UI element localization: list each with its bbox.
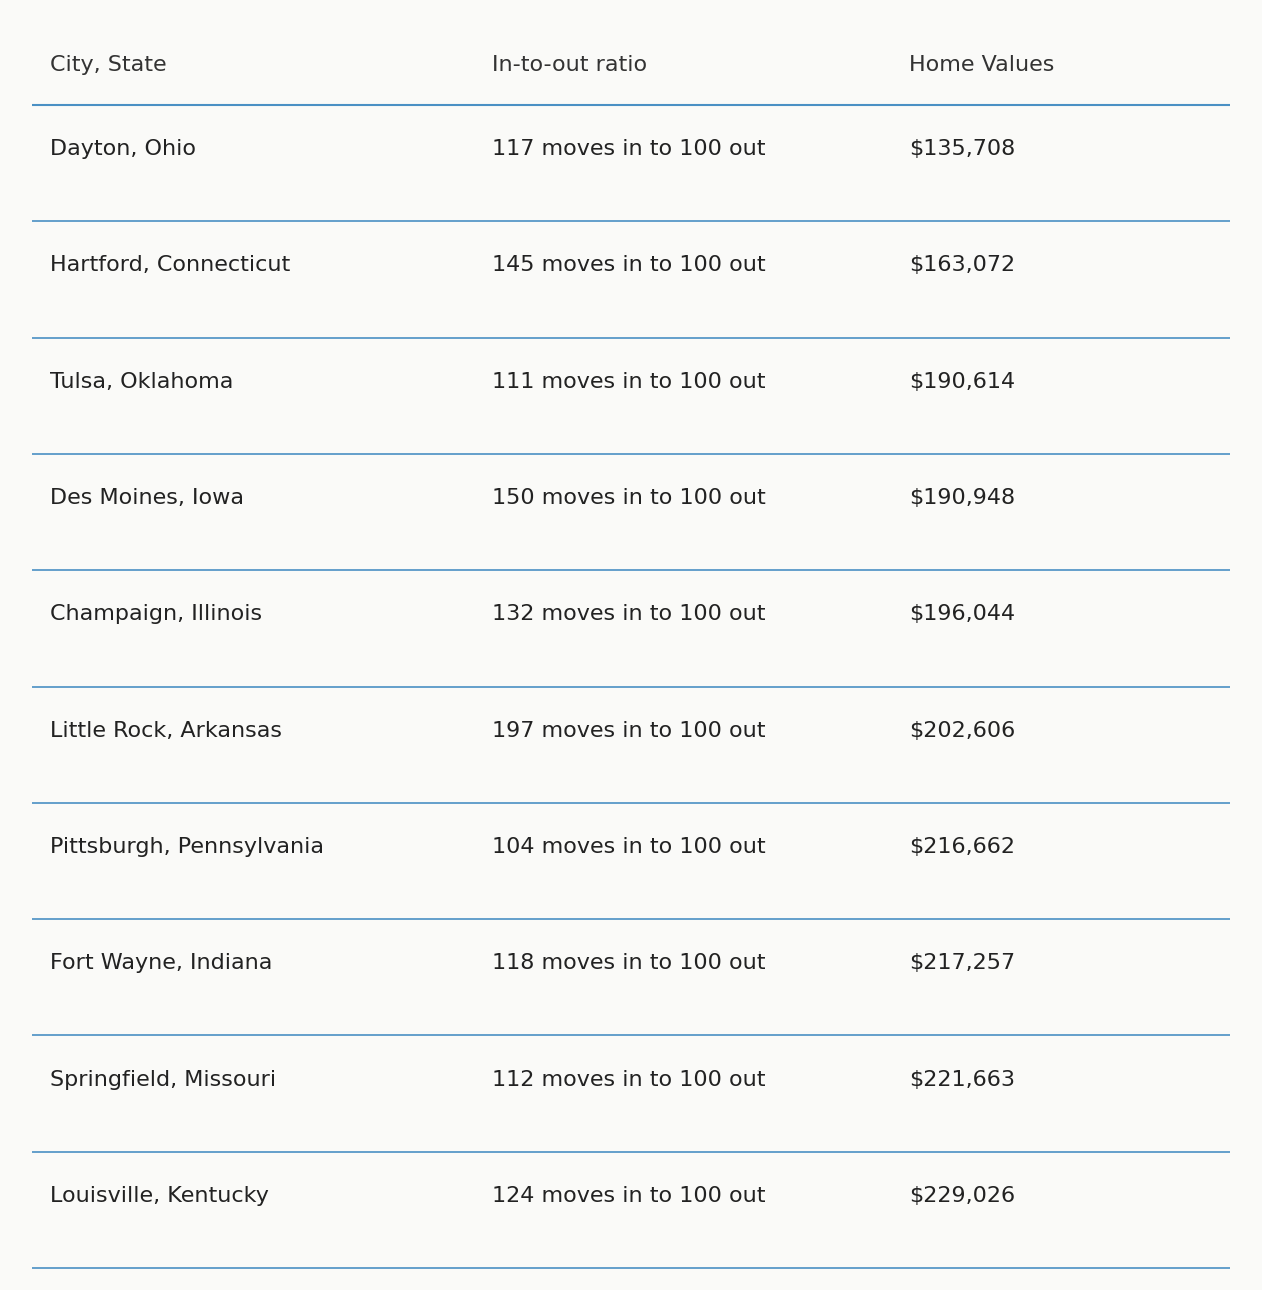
Text: 124 moves in to 100 out: 124 moves in to 100 out [492, 1186, 766, 1206]
Text: Dayton, Ohio: Dayton, Ohio [50, 139, 197, 159]
Text: $221,663: $221,663 [909, 1069, 1015, 1090]
Text: $190,948: $190,948 [909, 488, 1015, 508]
Text: 111 moves in to 100 out: 111 moves in to 100 out [492, 372, 766, 392]
Text: Pittsburgh, Pennsylvania: Pittsburgh, Pennsylvania [50, 837, 324, 857]
Text: Home Values: Home Values [909, 55, 1054, 75]
Text: Louisville, Kentucky: Louisville, Kentucky [50, 1186, 269, 1206]
Text: $190,614: $190,614 [909, 372, 1015, 392]
Text: Hartford, Connecticut: Hartford, Connecticut [50, 255, 290, 276]
Text: Des Moines, Iowa: Des Moines, Iowa [50, 488, 245, 508]
Text: Tulsa, Oklahoma: Tulsa, Oklahoma [50, 372, 233, 392]
Text: 118 moves in to 100 out: 118 moves in to 100 out [492, 953, 766, 973]
Text: 197 moves in to 100 out: 197 moves in to 100 out [492, 721, 766, 740]
Text: Fort Wayne, Indiana: Fort Wayne, Indiana [50, 953, 273, 973]
Text: Champaign, Illinois: Champaign, Illinois [50, 605, 262, 624]
Text: 117 moves in to 100 out: 117 moves in to 100 out [492, 139, 766, 159]
Text: $202,606: $202,606 [909, 721, 1015, 740]
Text: 104 moves in to 100 out: 104 moves in to 100 out [492, 837, 766, 857]
Text: 145 moves in to 100 out: 145 moves in to 100 out [492, 255, 766, 276]
Text: 150 moves in to 100 out: 150 moves in to 100 out [492, 488, 766, 508]
Text: $229,026: $229,026 [909, 1186, 1015, 1206]
Text: 132 moves in to 100 out: 132 moves in to 100 out [492, 605, 766, 624]
Text: Springfield, Missouri: Springfield, Missouri [50, 1069, 276, 1090]
Text: $196,044: $196,044 [909, 605, 1015, 624]
Text: $135,708: $135,708 [909, 139, 1015, 159]
Text: City, State: City, State [50, 55, 167, 75]
Text: In-to-out ratio: In-to-out ratio [492, 55, 647, 75]
Text: $216,662: $216,662 [909, 837, 1015, 857]
Text: $217,257: $217,257 [909, 953, 1015, 973]
Text: $163,072: $163,072 [909, 255, 1015, 276]
Text: Little Rock, Arkansas: Little Rock, Arkansas [50, 721, 283, 740]
Text: 112 moves in to 100 out: 112 moves in to 100 out [492, 1069, 766, 1090]
